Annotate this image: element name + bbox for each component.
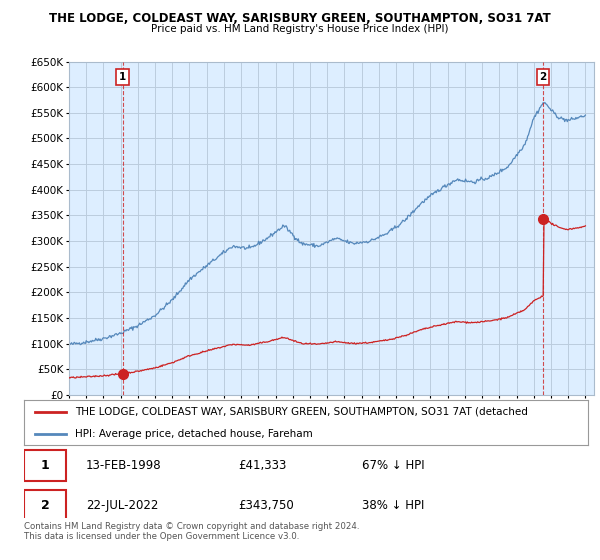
Text: Contains HM Land Registry data © Crown copyright and database right 2024.
This d: Contains HM Land Registry data © Crown c… (24, 522, 359, 542)
Text: 1: 1 (41, 459, 50, 472)
Text: THE LODGE, COLDEAST WAY, SARISBURY GREEN, SOUTHAMPTON, SO31 7AT: THE LODGE, COLDEAST WAY, SARISBURY GREEN… (49, 12, 551, 25)
Text: 13-FEB-1998: 13-FEB-1998 (86, 459, 161, 472)
Text: HPI: Average price, detached house, Fareham: HPI: Average price, detached house, Fare… (75, 429, 313, 439)
Text: 2: 2 (539, 72, 547, 82)
Text: £343,750: £343,750 (238, 499, 294, 512)
Text: 38% ↓ HPI: 38% ↓ HPI (362, 499, 425, 512)
Text: 67% ↓ HPI: 67% ↓ HPI (362, 459, 425, 472)
Text: 1: 1 (119, 72, 127, 82)
Text: THE LODGE, COLDEAST WAY, SARISBURY GREEN, SOUTHAMPTON, SO31 7AT (detached: THE LODGE, COLDEAST WAY, SARISBURY GREEN… (75, 407, 527, 417)
Text: 2: 2 (41, 499, 50, 512)
Text: 22-JUL-2022: 22-JUL-2022 (86, 499, 158, 512)
FancyBboxPatch shape (24, 450, 66, 481)
FancyBboxPatch shape (24, 490, 66, 521)
Text: £41,333: £41,333 (238, 459, 287, 472)
Text: Price paid vs. HM Land Registry's House Price Index (HPI): Price paid vs. HM Land Registry's House … (151, 24, 449, 34)
